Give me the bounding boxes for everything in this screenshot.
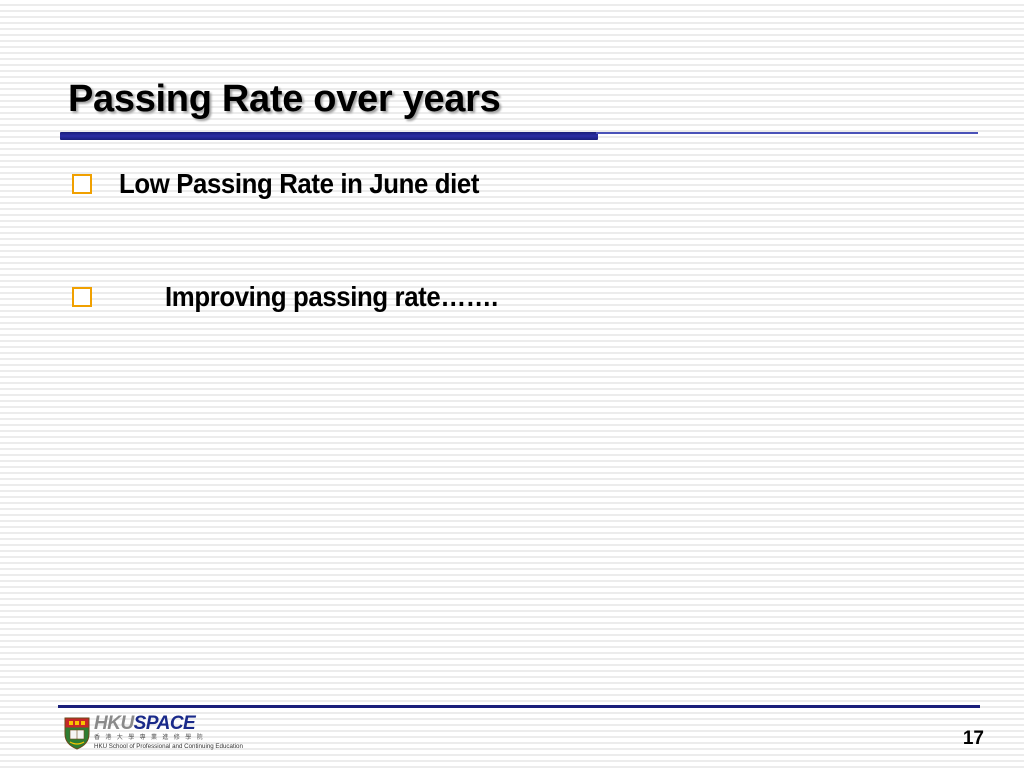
- bullet-item-low-passing-rate: Low Passing Rate in June diet: [72, 164, 510, 204]
- bullet-text: Low Passing Rate in June diet: [119, 168, 480, 199]
- logo-wordmark-space: SPACE: [133, 713, 196, 734]
- hku-space-logo: HKUSPACE 香港大學專業進修學院 HKU School of Profes…: [64, 713, 244, 752]
- title-underline-thin: [596, 132, 978, 134]
- title-underline-thick: [60, 132, 598, 140]
- hollow-square-bullet-icon: [72, 287, 92, 307]
- bullet-item-improving-passing-rate: Improving passing rate…….: [72, 277, 527, 317]
- bullet-text: Improving passing rate…….: [165, 281, 498, 312]
- logo-wordmark-hku: HKU: [94, 713, 134, 734]
- hollow-square-bullet-icon: [72, 174, 92, 194]
- slide-title: Passing Rate over years: [68, 78, 501, 120]
- logo-english-name: HKU School of Professional and Continuin…: [94, 743, 243, 750]
- logo-wordmark: HKUSPACE: [94, 713, 196, 734]
- hku-crest-icon: [64, 717, 90, 750]
- page-number: 17: [962, 728, 984, 749]
- logo-chinese-name: 香港大學專業進修學院: [94, 734, 209, 741]
- footer-divider: [58, 705, 980, 708]
